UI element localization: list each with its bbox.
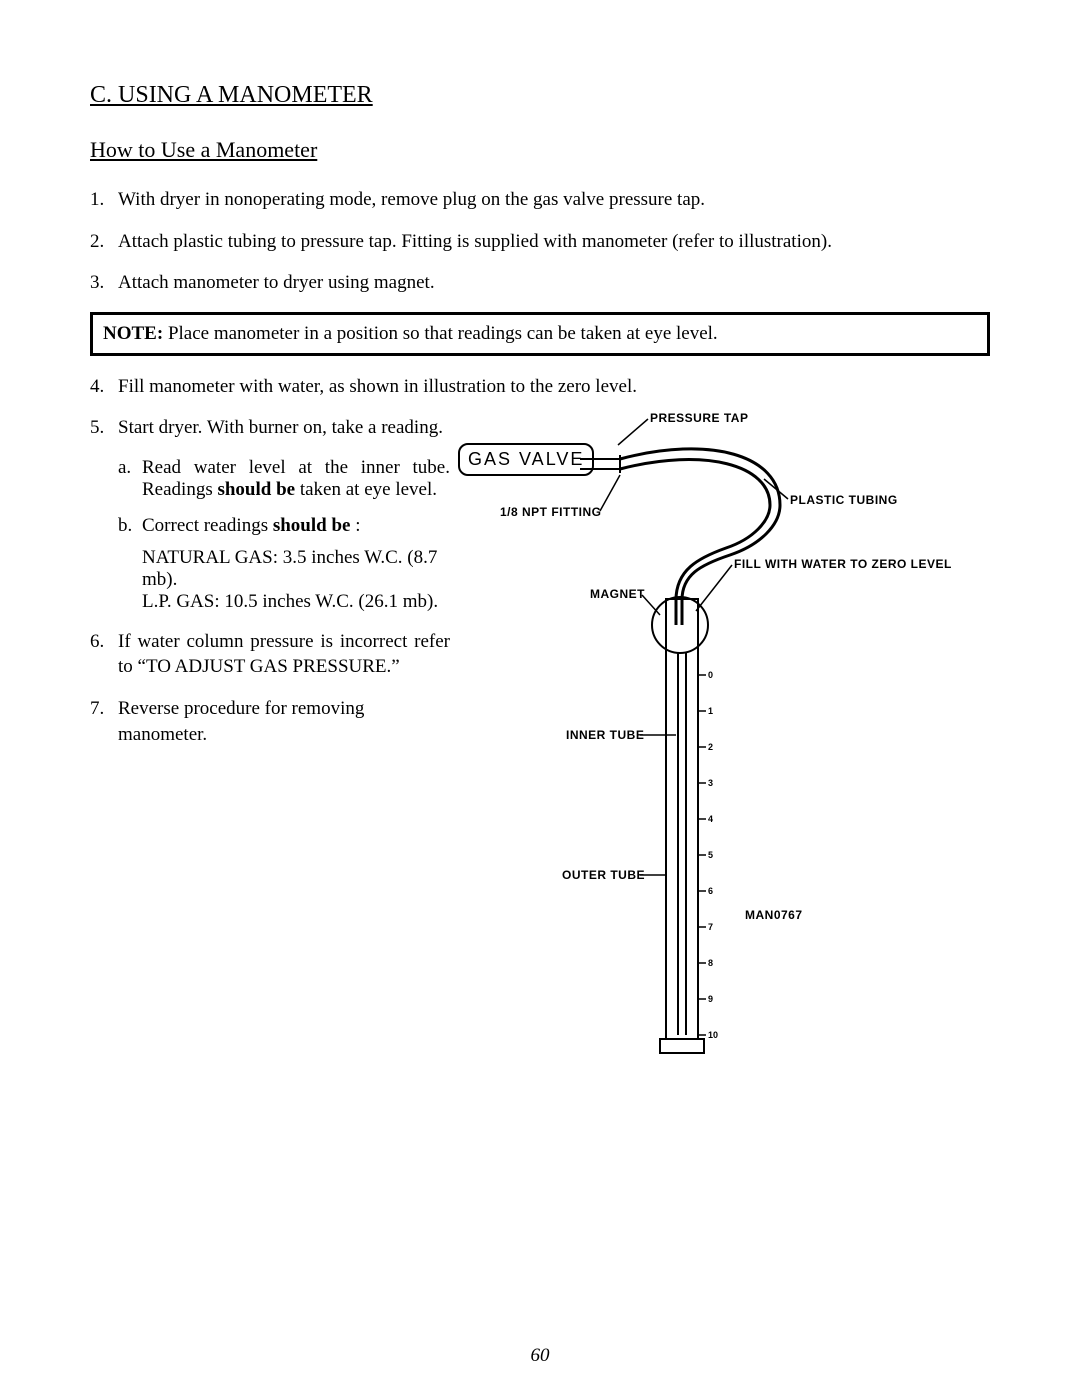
step-5b: b. Correct readings should be : xyxy=(118,515,450,537)
step-4: 4. Fill manometer with water, as shown i… xyxy=(90,374,990,400)
diagram-area: 012 345 678 910 GAS VALVE PRESSURE TAP 1… xyxy=(450,415,990,1055)
label-inner-tube: INNER TUBE xyxy=(566,728,644,742)
t3: : xyxy=(350,515,360,536)
natural-gas-reading: NATURAL GAS: 3.5 inches W.C. (8.7 mb). xyxy=(142,547,450,591)
note-box: NOTE: Place manometer in a position so t… xyxy=(90,312,990,356)
step-text: Fill manometer with water, as shown in i… xyxy=(118,374,990,400)
note-text: Place manometer in a position so that re… xyxy=(163,323,718,344)
step-number: 1. xyxy=(90,187,118,213)
step-text: Attach manometer to dryer using magnet. xyxy=(118,270,990,296)
svg-text:2: 2 xyxy=(708,742,713,752)
label-gas-valve: GAS VALVE xyxy=(458,443,594,476)
step-list-cont2: 5. Start dryer. With burner on, take a r… xyxy=(90,415,450,441)
step-5: 5. Start dryer. With burner on, take a r… xyxy=(90,415,450,441)
label-fill-water: FILL WITH WATER TO ZERO LEVEL xyxy=(734,557,952,571)
label-plastic-tubing: PLASTIC TUBING xyxy=(790,493,898,507)
step-2: 2. Attach plastic tubing to pressure tap… xyxy=(90,229,990,255)
sub-text: Read water level at the inner tube. Read… xyxy=(142,457,450,501)
step-list-cont3: 6. If water column pressure is incorrect… xyxy=(90,629,450,748)
step-7: 7. Reverse procedure for removing manome… xyxy=(90,696,450,747)
step-6: 6. If water column pressure is incorrect… xyxy=(90,629,450,680)
t3: taken at eye level. xyxy=(295,479,437,500)
svg-text:10: 10 xyxy=(708,1030,718,1040)
step-text: Reverse procedure for removing manometer… xyxy=(118,696,450,747)
step-3: 3. Attach manometer to dryer using magne… xyxy=(90,270,990,296)
svg-text:5: 5 xyxy=(708,850,713,860)
t2: should be xyxy=(217,479,295,500)
step-text: If water column pressure is incorrect re… xyxy=(118,629,450,680)
step-text: Start dryer. With burner on, take a read… xyxy=(118,415,450,441)
svg-text:6: 6 xyxy=(708,886,713,896)
left-column: 5. Start dryer. With burner on, take a r… xyxy=(90,415,450,763)
t1: Correct readings xyxy=(142,515,273,536)
sub-step-list: a. Read water level at the inner tube. R… xyxy=(90,457,450,537)
step-1: 1. With dryer in nonoperating mode, remo… xyxy=(90,187,990,213)
step-number: 6. xyxy=(90,629,118,680)
label-code: MAN0767 xyxy=(745,908,803,922)
step-list-cont: 4. Fill manometer with water, as shown i… xyxy=(90,374,990,400)
sub-text: Correct readings should be : xyxy=(142,515,450,537)
step-number: 4. xyxy=(90,374,118,400)
step-list: 1. With dryer in nonoperating mode, remo… xyxy=(90,187,990,296)
sub-letter: b. xyxy=(118,515,142,537)
label-outer-tube: OUTER TUBE xyxy=(562,868,645,882)
step-number: 2. xyxy=(90,229,118,255)
step-5a: a. Read water level at the inner tube. R… xyxy=(118,457,450,501)
gas-readings: NATURAL GAS: 3.5 inches W.C. (8.7 mb). L… xyxy=(90,547,450,613)
step-text: With dryer in nonoperating mode, remove … xyxy=(118,187,990,213)
svg-text:9: 9 xyxy=(708,994,713,1004)
sub-heading: How to Use a Manometer xyxy=(90,137,990,163)
t2: should be xyxy=(273,515,351,536)
sub-letter: a. xyxy=(118,457,142,501)
svg-text:3: 3 xyxy=(708,778,713,788)
lp-gas-reading: L.P. GAS: 10.5 inches W.C. (26.1 mb). xyxy=(142,591,450,613)
section-heading: C. USING A MANOMETER xyxy=(90,82,990,109)
svg-text:0: 0 xyxy=(708,670,713,680)
svg-text:8: 8 xyxy=(708,958,713,968)
label-npt-fitting: 1/8 NPT FITTING xyxy=(500,505,602,519)
page-number: 60 xyxy=(0,1345,1080,1367)
svg-text:4: 4 xyxy=(708,814,713,824)
svg-text:1: 1 xyxy=(708,706,713,716)
step-text: Attach plastic tubing to pressure tap. F… xyxy=(118,229,990,255)
step-number: 5. xyxy=(90,415,118,441)
label-magnet: MAGNET xyxy=(590,587,645,601)
svg-text:7: 7 xyxy=(708,922,713,932)
step-number: 7. xyxy=(90,696,118,747)
step-number: 3. xyxy=(90,270,118,296)
page: C. USING A MANOMETER How to Use a Manome… xyxy=(0,0,1080,1397)
two-column-area: 5. Start dryer. With burner on, take a r… xyxy=(90,415,990,1055)
note-label: NOTE: xyxy=(103,323,163,344)
label-pressure-tap: PRESSURE TAP xyxy=(650,411,748,425)
